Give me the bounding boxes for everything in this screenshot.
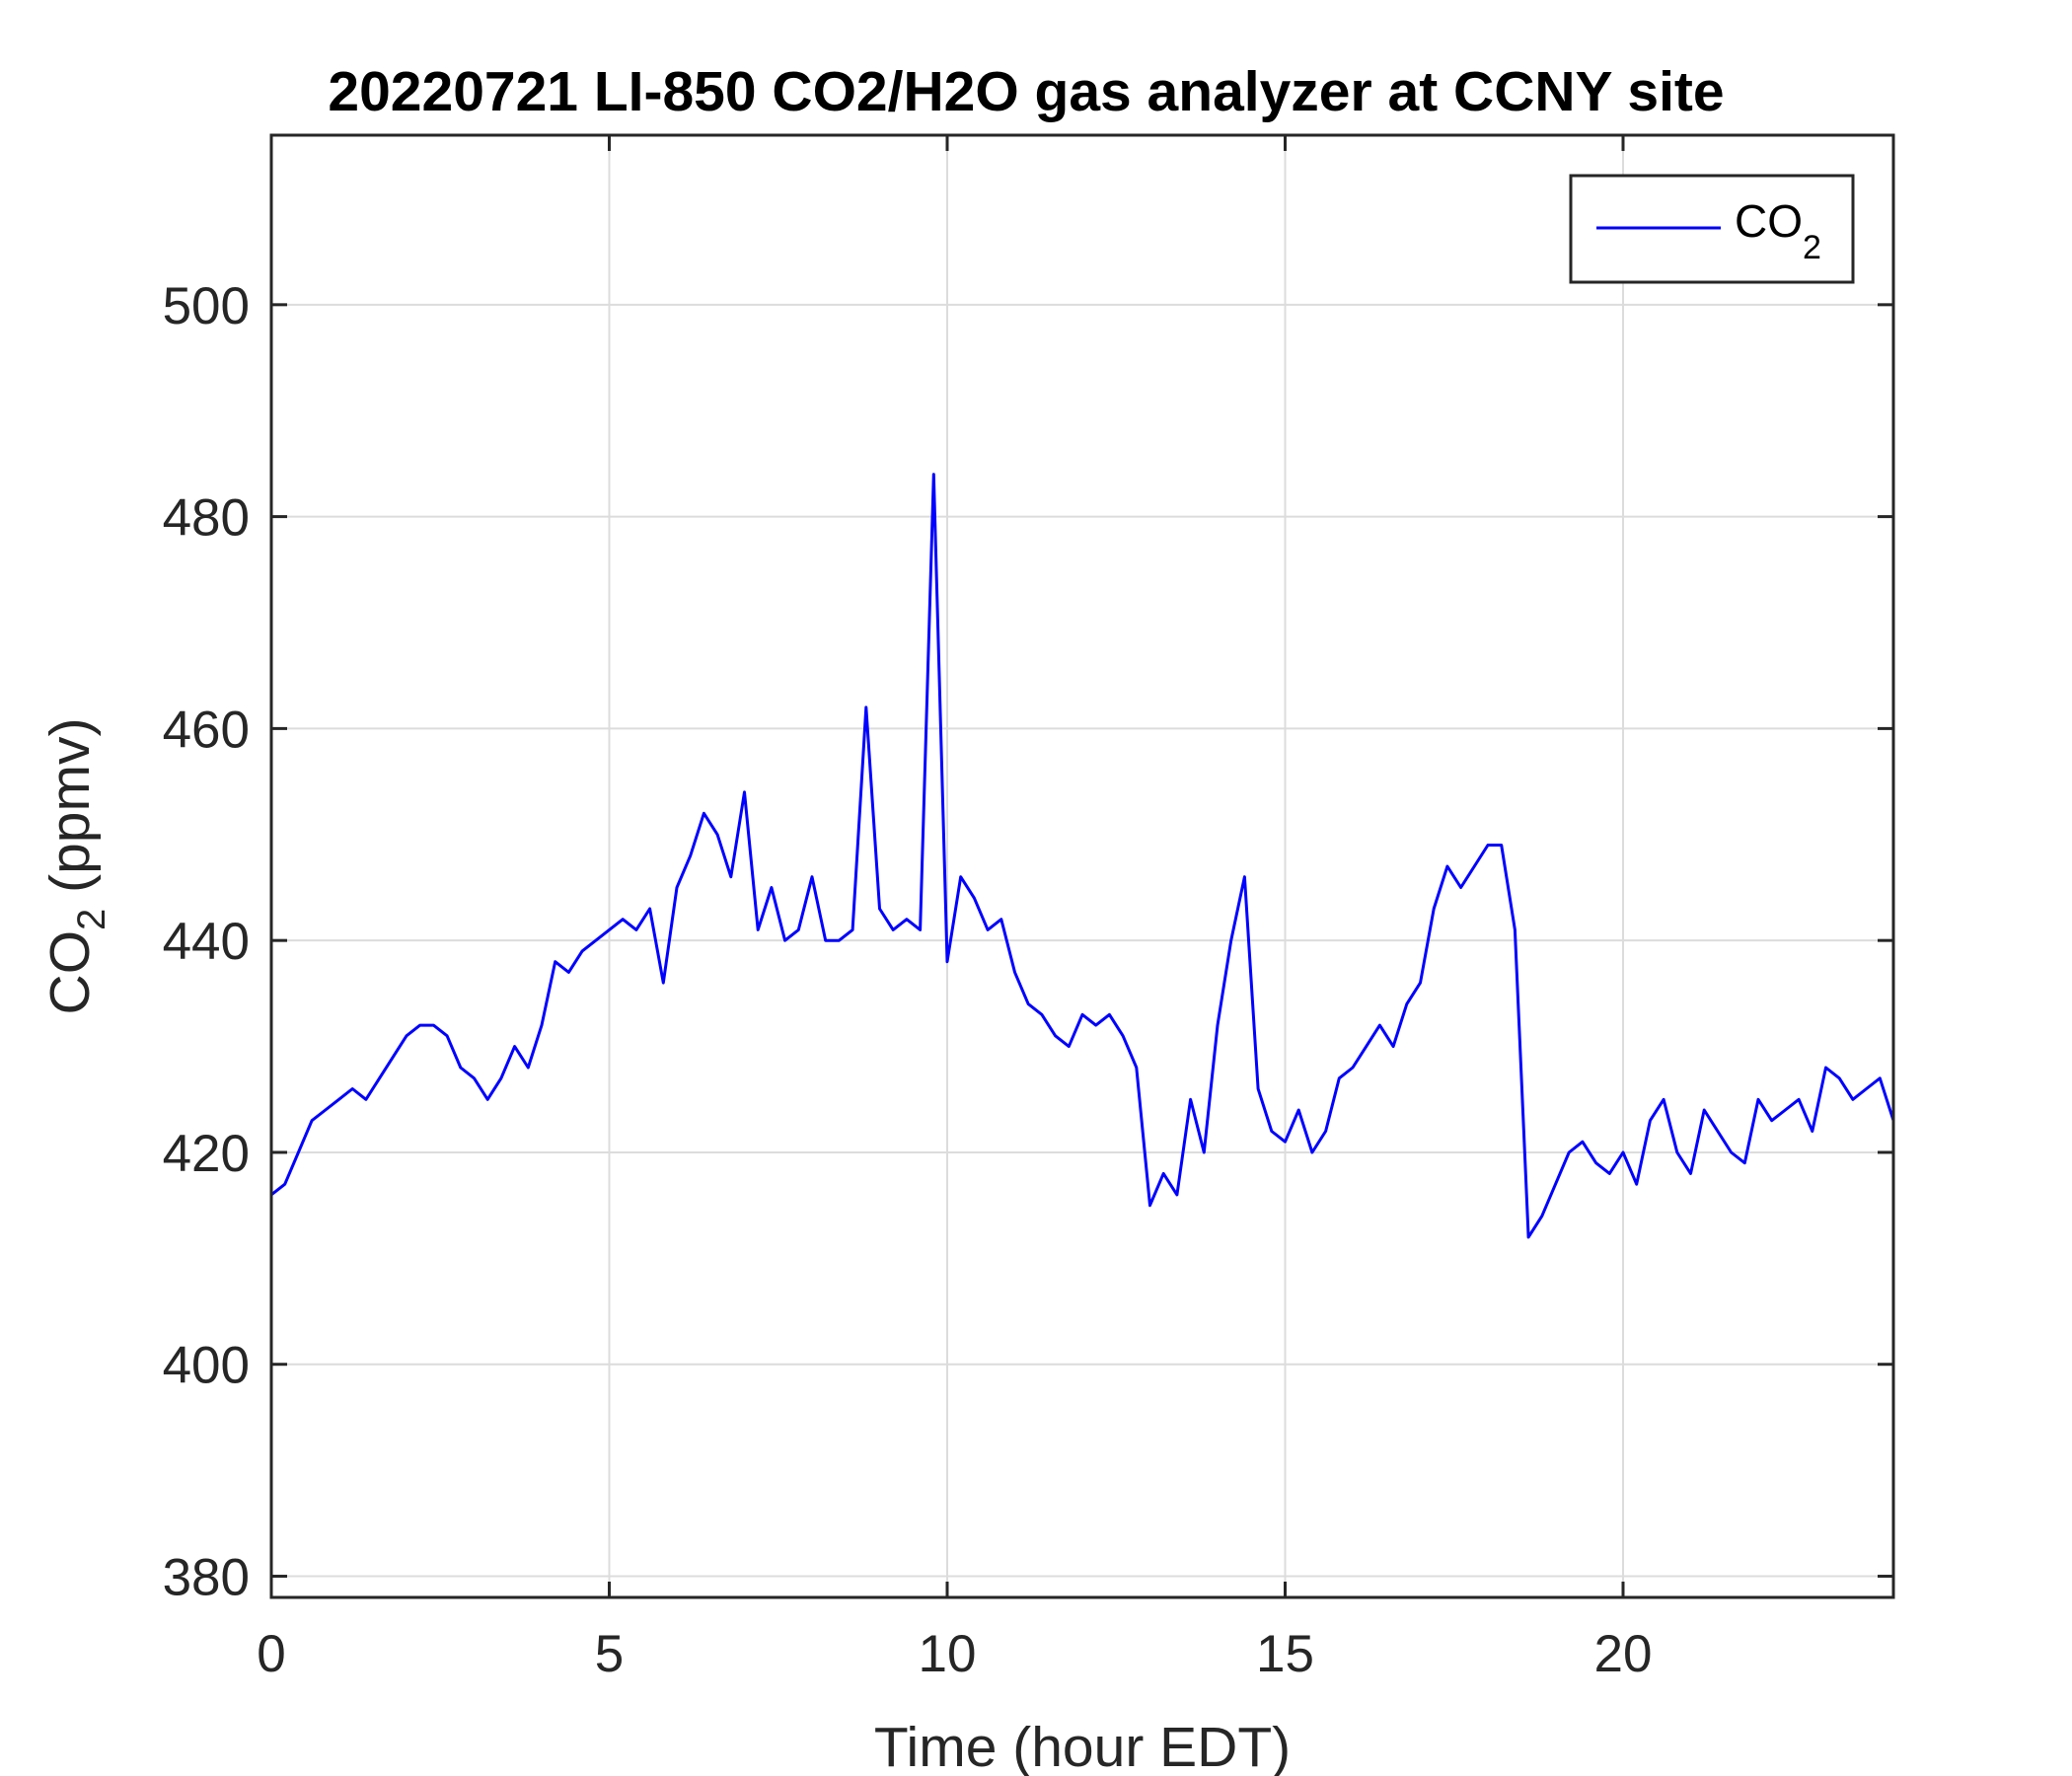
y-tick-label: 460 <box>163 701 250 759</box>
x-tick-label: 20 <box>1594 1625 1653 1683</box>
y-tick-label: 400 <box>163 1337 250 1395</box>
co2-series-line <box>270 473 1895 1239</box>
x-tick-label: 10 <box>919 1625 977 1683</box>
x-tick-labels: 0 5 10 15 20 <box>257 1625 1652 1683</box>
y-axis-label-unit: (ppmv) <box>38 718 102 909</box>
plot-area <box>271 135 1893 1597</box>
y-tick-label: 440 <box>163 913 250 971</box>
legend-entry-base: CO <box>1735 195 1803 247</box>
y-tick-label: 420 <box>163 1125 250 1183</box>
x-axis-label: Time (hour EDT) <box>874 1716 1291 1776</box>
y-tick-labels: 380 400 420 440 460 480 500 <box>163 277 250 1607</box>
legend-entry-co2: CO2 <box>1735 195 1821 266</box>
legend: CO2 <box>1569 174 1855 284</box>
y-tick-label: 380 <box>163 1549 250 1607</box>
plot-frame <box>269 133 1895 1599</box>
y-axis-label-subscript: 2 <box>70 909 113 930</box>
x-tick-label: 0 <box>257 1625 285 1683</box>
y-axis-label-base: CO <box>38 930 102 1015</box>
x-tick-label: 15 <box>1256 1625 1314 1683</box>
legend-entry-subscript: 2 <box>1803 229 1821 266</box>
y-tick-label: 480 <box>163 489 250 548</box>
grid <box>271 135 1893 1597</box>
x-tick-label: 5 <box>595 1625 624 1683</box>
chart-title: 20220721 LI-850 CO2/H2O gas analyzer at … <box>328 60 1724 123</box>
y-tick-label: 500 <box>163 277 250 335</box>
y-axis-label: CO2 (ppmv) <box>38 718 113 1015</box>
